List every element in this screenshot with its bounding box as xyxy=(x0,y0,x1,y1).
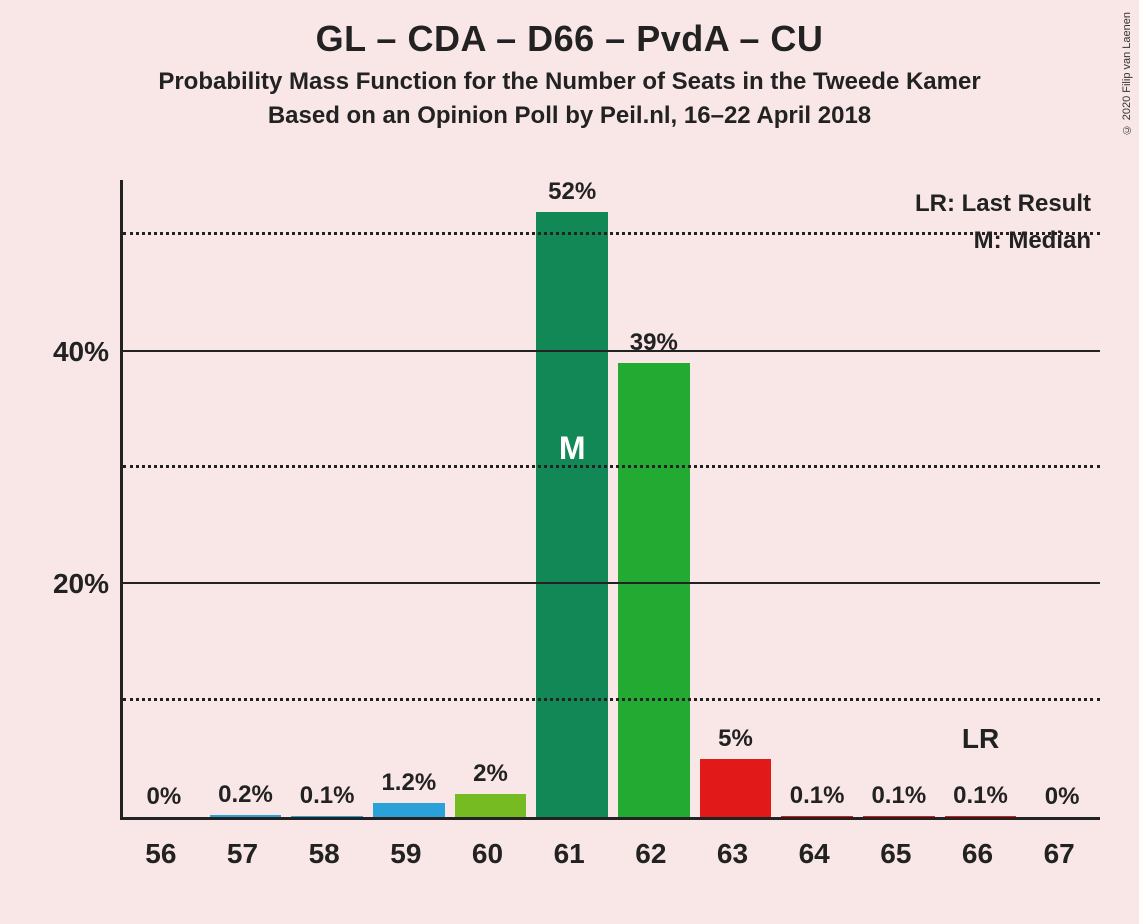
bar-60: 2% xyxy=(455,794,527,817)
x-axis-tick-label: 62 xyxy=(635,838,666,870)
bar-value-label: 0.2% xyxy=(218,781,273,809)
gridline-major xyxy=(123,582,1100,584)
bar-61: 52%M xyxy=(536,212,608,817)
last-result-marker: LR xyxy=(962,723,999,755)
bar-value-label: 0% xyxy=(146,783,181,811)
copyright: © 2020 Filip van Laenen xyxy=(1121,12,1133,135)
bar-value-label: 1.2% xyxy=(381,769,436,797)
x-axis-tick-label: 64 xyxy=(799,838,830,870)
x-axis-tick-label: 65 xyxy=(880,838,911,870)
x-axis-tick-label: 59 xyxy=(390,838,421,870)
gridline-minor xyxy=(123,465,1100,468)
gridline-major xyxy=(123,350,1100,352)
x-axis-tick-label: 56 xyxy=(145,838,176,870)
x-axis-labels: 56 57 58 59 60 61 62 63 64 65 66 67 xyxy=(120,826,1100,876)
chart-subtitle-2: Based on an Opinion Poll by Peil.nl, 16–… xyxy=(0,102,1139,130)
bar-65: 0.1% xyxy=(863,816,935,817)
bar-58: 0.1% xyxy=(291,816,363,817)
bar-value-label: 39% xyxy=(630,329,678,357)
bar-57: 0.2% xyxy=(210,815,282,817)
bar-62: 39% xyxy=(618,363,690,817)
bars-container: 0%0.2%0.1%1.2%2%52%M39%5%0.1%0.1%0.1%0% xyxy=(123,180,1100,817)
x-axis-tick-label: 61 xyxy=(554,838,585,870)
x-axis-tick-label: 57 xyxy=(227,838,258,870)
y-axis-label: 20% xyxy=(53,568,109,600)
x-axis-tick-label: 63 xyxy=(717,838,748,870)
bar-value-label: 52% xyxy=(548,178,596,206)
chart-title: GL – CDA – D66 – PvdA – CU xyxy=(0,0,1139,60)
bar-value-label: 0.1% xyxy=(790,782,845,810)
chart-subtitle-1: Probability Mass Function for the Number… xyxy=(0,68,1139,96)
bar-value-label: 0.1% xyxy=(871,782,926,810)
bar-value-label: 0.1% xyxy=(300,782,355,810)
x-axis-tick-label: 67 xyxy=(1044,838,1075,870)
bar-value-label: 2% xyxy=(473,760,508,788)
bar-63: 5% xyxy=(700,759,772,817)
bar-59: 1.2% xyxy=(373,803,445,817)
median-marker: M xyxy=(559,430,586,467)
y-axis-label: 40% xyxy=(53,336,109,368)
gridline-minor xyxy=(123,232,1100,235)
bar-value-label: 0.1% xyxy=(953,782,1008,810)
bar-value-label: 5% xyxy=(718,725,753,753)
x-axis-tick-label: 66 xyxy=(962,838,993,870)
x-axis-tick-label: 60 xyxy=(472,838,503,870)
bar-value-label: 0% xyxy=(1045,783,1080,811)
x-axis-tick-label: 58 xyxy=(309,838,340,870)
gridline-minor xyxy=(123,698,1100,701)
bar-64: 0.1% xyxy=(781,816,853,817)
plot-area: 0%0.2%0.1%1.2%2%52%M39%5%0.1%0.1%0.1%0% … xyxy=(120,180,1100,820)
bar-66: 0.1% xyxy=(945,816,1017,817)
